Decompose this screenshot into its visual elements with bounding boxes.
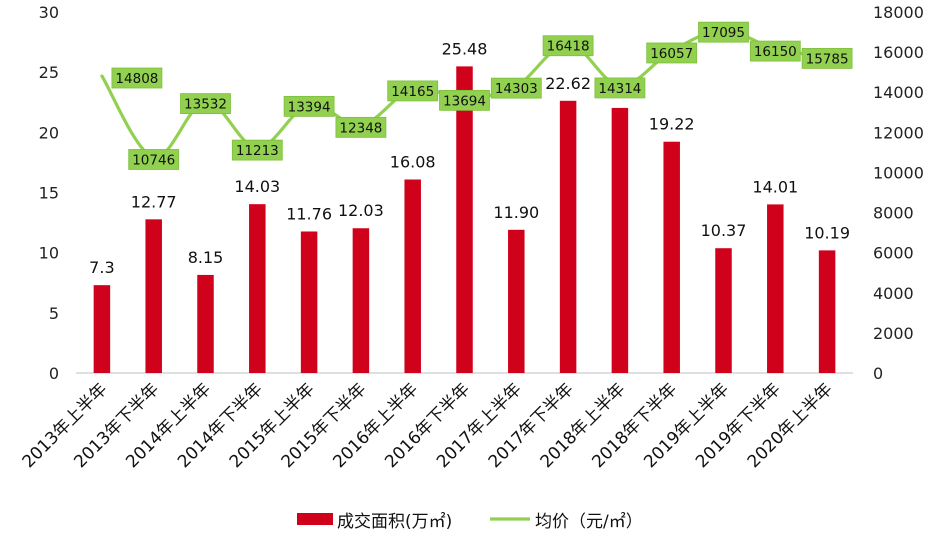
line-data-label-box — [594, 77, 646, 99]
bar-data-label: 8.15 — [188, 248, 224, 267]
bar — [145, 219, 162, 373]
line-data-label-box — [542, 35, 594, 57]
line-data-label: 16150 — [754, 44, 797, 60]
line-data-label: 16057 — [650, 46, 693, 62]
bar-data-label: 11.76 — [286, 204, 332, 223]
left-tick-label: 10 — [39, 244, 59, 263]
line-data-label: 12348 — [339, 120, 382, 136]
bar — [404, 179, 421, 373]
bar-data-label: 7.3 — [89, 258, 114, 277]
line-data-label: 17095 — [702, 25, 745, 41]
right-tick-label: 12000 — [873, 123, 924, 142]
bar-data-label: 10.19 — [804, 223, 850, 242]
line-data-label: 13694 — [443, 93, 486, 109]
right-tick-label: 0 — [873, 364, 883, 383]
bar — [508, 229, 525, 373]
bar — [456, 66, 473, 374]
line-data-label-box — [111, 67, 163, 89]
bar-data-label: 16.08 — [390, 153, 436, 172]
category-labels: 2013年上半年2013年下半年2014年上半年2014年下半年2015年上半年… — [19, 379, 837, 472]
line-data-label-box — [231, 139, 283, 161]
left-tick-label: 15 — [39, 184, 59, 203]
left-tick-label: 25 — [39, 63, 59, 82]
right-tick-label: 2000 — [873, 324, 914, 343]
line-data-label: 14314 — [598, 81, 641, 97]
legend: 成交面积(万㎡) 均价（元/㎡） — [297, 512, 643, 532]
bar — [611, 107, 629, 373]
bar — [663, 141, 680, 373]
left-axis: 0 5 10 15 20 25 30 — [39, 3, 59, 383]
line-data-label-box — [439, 89, 490, 111]
legend-label-line: 均价（元/㎡） — [535, 512, 643, 532]
line-data-label: 14165 — [391, 84, 434, 100]
line-data-label: 14303 — [495, 81, 538, 97]
right-tick-label: 6000 — [873, 244, 914, 263]
line-data-label-box — [646, 42, 698, 64]
line-data-label: 14808 — [115, 71, 158, 87]
line-data-label-box — [128, 149, 180, 170]
bar — [197, 274, 214, 373]
right-tick-label: 8000 — [873, 204, 914, 223]
bar-data-label: 19.22 — [649, 115, 695, 134]
line-data-label: 15785 — [806, 51, 849, 67]
bar-data-label: 14.03 — [234, 177, 280, 196]
left-tick-label: 5 — [49, 304, 59, 323]
right-tick-label: 4000 — [873, 284, 914, 303]
line-data-label: 16418 — [547, 39, 590, 55]
line-data-label-box — [490, 77, 542, 99]
line-data-label-box — [698, 21, 749, 43]
bar — [767, 204, 784, 373]
right-tick-label: 14000 — [873, 83, 924, 102]
bar-data-label: 25.48 — [442, 39, 488, 58]
line-data-label-box — [387, 80, 439, 102]
bar-data-label: 22.62 — [545, 74, 591, 93]
bar — [249, 204, 266, 373]
bar — [559, 100, 577, 373]
line-data-label-box — [283, 95, 335, 117]
bar-data-label: 14.01 — [752, 177, 798, 196]
bar-data-label: 12.03 — [338, 201, 384, 220]
right-tick-label: 18000 — [873, 3, 924, 22]
line-data-label-box — [749, 40, 801, 62]
legend-swatch-bar — [297, 513, 333, 525]
bar — [818, 250, 836, 373]
left-tick-label: 20 — [39, 123, 59, 142]
bar-data-labels: 7.3 12.77 8.15 14.03 11.76 12.03 16.08 25.48 11.… — [89, 39, 850, 277]
line-data-label-box — [335, 116, 387, 138]
line-data-label-box — [801, 48, 853, 69]
bar — [715, 248, 732, 373]
line-data-label: 13394 — [288, 99, 331, 115]
bar — [93, 285, 111, 373]
line-data-label: 10746 — [132, 152, 175, 168]
line-data-label: 11213 — [236, 143, 279, 159]
line-data-labels: 14808 10746 13532 11213 13394 12348 14165 13694… — [111, 21, 853, 170]
left-tick-label: 30 — [39, 3, 59, 22]
line-data-label: 13532 — [184, 97, 227, 113]
left-tick-label: 0 — [49, 364, 59, 383]
bar-data-label: 11.90 — [493, 203, 539, 222]
bar-data-label: 12.77 — [131, 192, 177, 211]
right-axis: 0 2000 4000 6000 8000 10000 12000 14000 16000 180… — [873, 3, 924, 383]
bar-data-label: 10.37 — [701, 221, 747, 240]
right-tick-label: 10000 — [873, 163, 924, 182]
legend-label-bar: 成交面积(万㎡) — [337, 512, 452, 532]
bar-series — [93, 66, 836, 374]
bar — [300, 231, 318, 373]
bar — [352, 228, 370, 373]
right-tick-label: 16000 — [873, 43, 924, 62]
line-data-label-box — [180, 93, 231, 115]
